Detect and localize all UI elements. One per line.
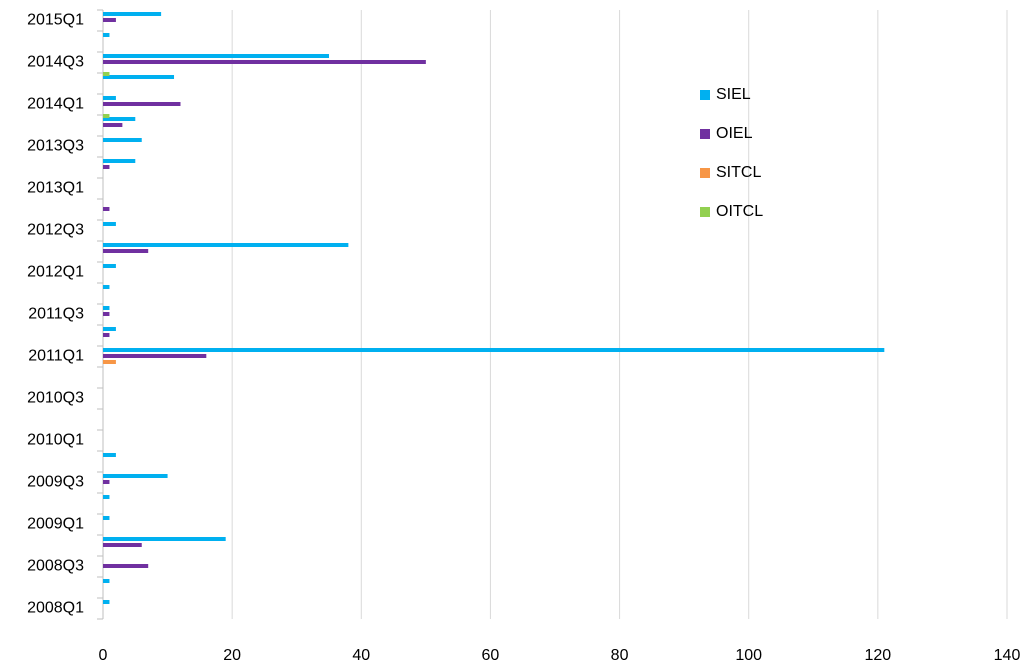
bar xyxy=(103,600,110,604)
bar xyxy=(103,12,162,16)
bar xyxy=(103,285,110,289)
bar xyxy=(103,360,116,364)
bar xyxy=(103,102,181,106)
x-tick-label: 80 xyxy=(611,647,629,664)
legend-swatch xyxy=(700,207,710,217)
bar xyxy=(103,264,116,268)
x-tick-label: 0 xyxy=(99,647,108,664)
y-tick-label: 2013Q1 xyxy=(27,180,84,197)
bar xyxy=(103,480,110,484)
y-tick-label: 2013Q3 xyxy=(27,138,84,155)
legend-swatch xyxy=(700,129,710,139)
x-tick-label: 20 xyxy=(223,647,241,664)
bar xyxy=(103,60,426,64)
bar xyxy=(103,516,110,520)
bar xyxy=(103,75,175,79)
bar xyxy=(103,33,110,37)
y-tick-label: 2015Q1 xyxy=(27,12,84,29)
bar xyxy=(103,165,110,169)
bar xyxy=(103,249,149,253)
y-tick-label: 2008Q3 xyxy=(27,558,84,575)
bar xyxy=(103,312,110,316)
legend-label: SITCL xyxy=(716,164,761,181)
bar xyxy=(103,474,168,478)
bar xyxy=(103,123,123,127)
x-tick-label: 60 xyxy=(482,647,500,664)
y-tick-label: 2014Q1 xyxy=(27,96,84,113)
y-tick-label: 2009Q1 xyxy=(27,516,84,533)
bar xyxy=(103,138,142,142)
legend-swatch xyxy=(700,168,710,178)
bar xyxy=(103,54,329,58)
y-tick-label: 2010Q3 xyxy=(27,390,84,407)
legend-label: OITCL xyxy=(716,203,763,220)
bar xyxy=(103,453,116,457)
bar xyxy=(103,579,110,583)
bar xyxy=(103,207,110,211)
x-tick-label: 140 xyxy=(994,647,1021,664)
y-tick-label: 2012Q3 xyxy=(27,222,84,239)
bar xyxy=(103,564,149,568)
y-tick-label: 2011Q1 xyxy=(28,348,84,365)
bar xyxy=(103,114,110,118)
legend-label: OIEL xyxy=(716,125,753,142)
y-tick-label: 2008Q1 xyxy=(27,600,84,617)
bar xyxy=(103,18,116,22)
bar xyxy=(103,243,349,247)
bar xyxy=(103,96,116,100)
y-tick-label: 2014Q3 xyxy=(27,54,84,71)
x-tick-label: 40 xyxy=(352,647,370,664)
bar xyxy=(103,495,110,499)
bar xyxy=(103,306,110,310)
legend-swatch xyxy=(700,90,710,100)
bar xyxy=(103,348,885,352)
bar xyxy=(103,159,136,163)
y-tick-label: 2010Q1 xyxy=(27,432,84,449)
bar xyxy=(103,117,136,121)
bar xyxy=(103,72,110,76)
y-tick-label: 2011Q3 xyxy=(28,306,84,323)
bar xyxy=(103,354,207,358)
legend-label: SIEL xyxy=(716,86,751,103)
bar xyxy=(103,537,226,541)
bar xyxy=(103,222,116,226)
y-tick-label: 2009Q3 xyxy=(27,474,84,491)
x-tick-label: 100 xyxy=(735,647,762,664)
x-tick-label: 120 xyxy=(865,647,892,664)
bar xyxy=(103,327,116,331)
y-tick-label: 2012Q1 xyxy=(27,264,84,281)
bar xyxy=(103,333,110,337)
bar xyxy=(103,543,142,547)
